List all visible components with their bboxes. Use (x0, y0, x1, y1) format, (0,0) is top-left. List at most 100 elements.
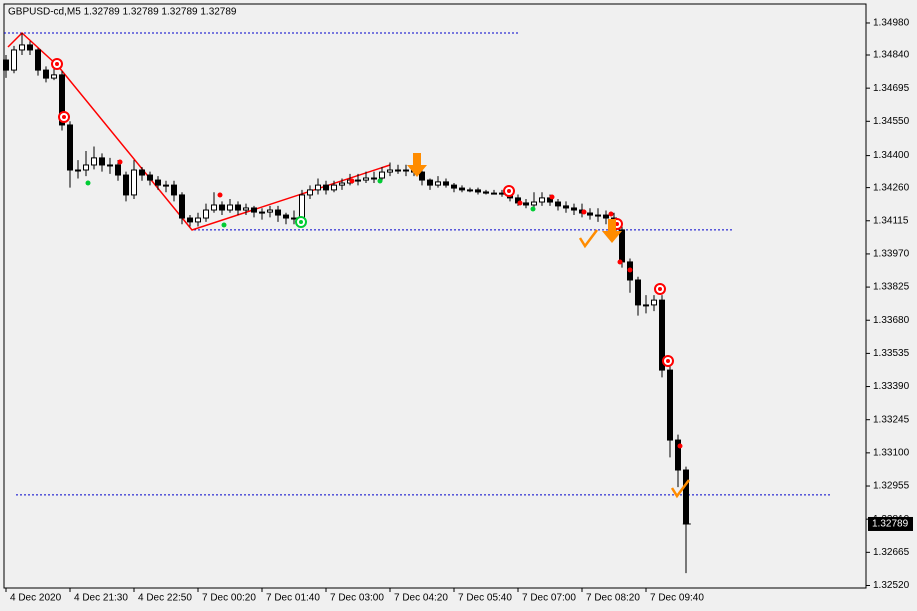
candle-body (27, 44, 33, 51)
x-tick-label: 4 Dec 2020 (10, 593, 62, 604)
candle-body (571, 207, 577, 211)
ring-markers (51, 58, 674, 367)
candle-body (131, 169, 137, 196)
candle-body (51, 74, 57, 79)
x-tick-label: 4 Dec 21:30 (74, 593, 128, 604)
candle-body (171, 184, 177, 196)
candle-body (67, 124, 73, 171)
x-tick-label: 7 Dec 07:00 (522, 593, 576, 604)
candle-body (491, 192, 497, 195)
axes: 1.34980 1.34840 1.34695 1.34550 1.34400 1.342… (5, 18, 913, 604)
candle-body (531, 201, 537, 206)
y-tick-label: 1.34695 (873, 83, 910, 94)
candle-body (339, 182, 345, 186)
candle-body (427, 179, 433, 186)
candle-body (91, 157, 97, 166)
candle-body (307, 189, 313, 196)
candle-body (435, 181, 441, 186)
candle-body (291, 217, 297, 220)
candle-body (123, 174, 129, 196)
candle-body (299, 194, 305, 219)
candle-body (675, 439, 681, 471)
y-tick-label: 1.32665 (873, 547, 910, 558)
last-price-label: 1.32789 (872, 519, 909, 530)
candle-body (659, 299, 665, 371)
chart-title: GBPUSD-cd,M5 1.32789 1.32789 1.32789 1.3… (8, 7, 237, 18)
candle-body (11, 49, 17, 71)
plot-frame (3, 3, 867, 589)
candle-body (179, 194, 185, 219)
candle-body (147, 174, 153, 181)
candle-body (235, 204, 241, 211)
y-tick-label: 1.34400 (873, 150, 910, 161)
candle-body (267, 209, 273, 213)
signals (51, 58, 690, 499)
candle-body (651, 299, 657, 306)
candle-body (107, 164, 113, 167)
candle-body (563, 205, 569, 209)
candle-body (475, 189, 481, 193)
candle-body (195, 217, 201, 223)
y-tick-label: 1.33245 (873, 414, 910, 425)
candle-body (363, 177, 369, 181)
x-tick-label: 7 Dec 09:40 (650, 593, 704, 604)
candle-body (355, 179, 361, 182)
candle-body (443, 181, 449, 186)
candle-body (555, 201, 561, 207)
candle-body (19, 44, 25, 51)
candle-body (219, 204, 225, 211)
candle-body (83, 164, 89, 171)
candle-body (683, 469, 689, 525)
candle-body (667, 369, 673, 441)
candle-body (227, 204, 233, 211)
candle-body (99, 157, 105, 166)
candle-body (619, 229, 625, 263)
candle-body (331, 184, 337, 191)
candle-body (587, 212, 593, 216)
y-tick-label: 1.34115 (873, 215, 909, 226)
candle-body (251, 207, 257, 213)
candles (3, 33, 689, 574)
x-tick-label: 7 Dec 00:20 (202, 593, 256, 604)
candle-body (163, 184, 169, 187)
candle-body (539, 197, 545, 203)
x-tick-label: 4 Dec 22:50 (138, 593, 192, 604)
candle-body (139, 169, 145, 176)
candle-body (211, 204, 217, 211)
y-tick-label: 1.34550 (873, 116, 910, 127)
candle-body (75, 169, 81, 172)
candle-body (595, 214, 601, 217)
candle-body (283, 214, 289, 219)
candle-body (395, 169, 401, 172)
candle-body (243, 207, 249, 211)
candle-body (603, 214, 609, 219)
candle-body (451, 184, 457, 189)
arrows (407, 153, 622, 243)
candle-body (35, 49, 41, 71)
candle-body (523, 202, 529, 206)
candle-body (43, 69, 49, 79)
candle-body (187, 217, 193, 223)
y-tick-label: 1.33100 (873, 448, 910, 459)
candle-body (371, 177, 377, 180)
y-tick-label: 1.33680 (873, 315, 910, 326)
candle-body (379, 171, 385, 179)
candle-body (59, 74, 65, 126)
y-tick-label: 1.34980 (873, 18, 910, 29)
candle-body (459, 187, 465, 191)
red-dots (117, 159, 683, 449)
candle-body (155, 179, 161, 186)
candle-body (643, 304, 649, 307)
candle-body (403, 169, 409, 172)
candle-body (323, 184, 329, 191)
y-tick-label: 1.32520 (873, 580, 910, 591)
candle-body (259, 211, 265, 214)
y-tick-label: 1.33825 (873, 282, 910, 293)
levels (4, 32, 830, 496)
y-tick-label: 1.32955 (873, 481, 910, 492)
candle-body (387, 169, 393, 173)
checks (578, 229, 690, 499)
y-tick-label: 1.33970 (873, 249, 910, 260)
candle-body (3, 59, 9, 71)
